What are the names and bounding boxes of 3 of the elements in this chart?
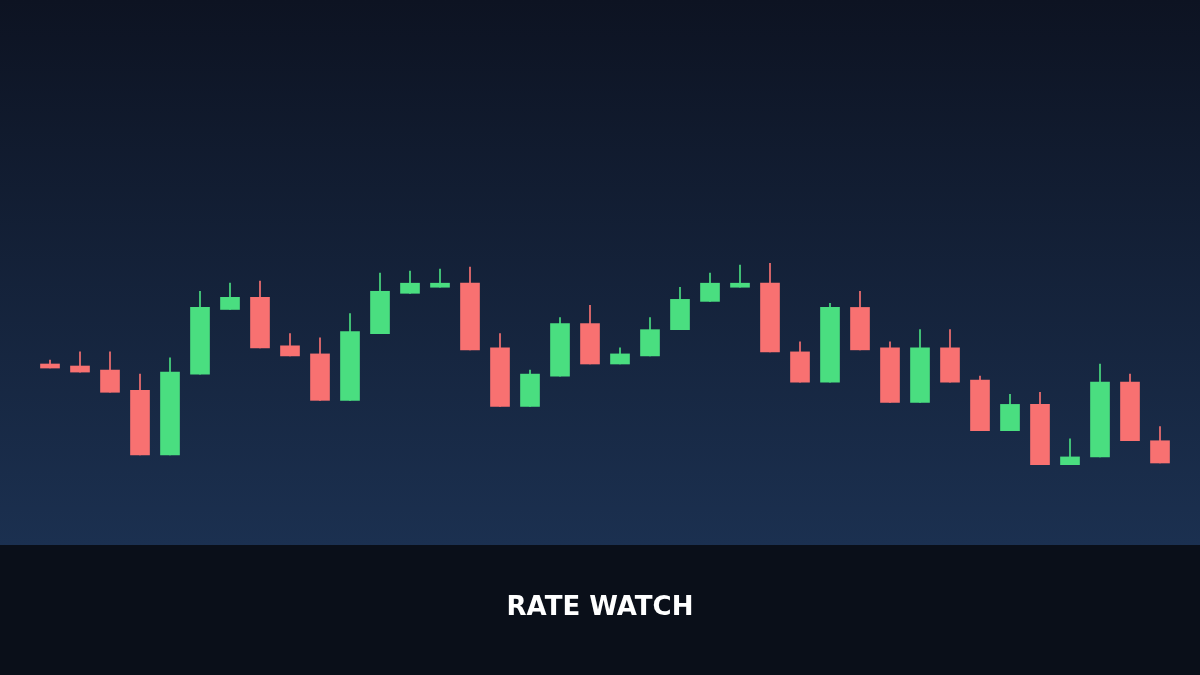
text: RATE WATCH <box>506 590 694 622</box>
candlestick <box>730 264 750 288</box>
candlestick <box>430 268 450 288</box>
